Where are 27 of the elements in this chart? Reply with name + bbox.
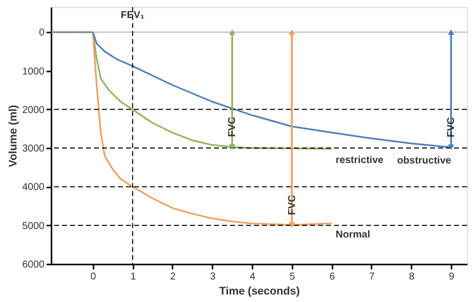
x-tick-label: 8 (408, 272, 415, 282)
y-tick-label: 1000 (22, 66, 45, 78)
x-tick-label: 1 (130, 272, 136, 282)
x-axis-title: Time (seconds) (219, 286, 300, 298)
x-tick-label: 3 (210, 272, 216, 282)
y-tick-label: 6000 (22, 260, 45, 270)
y-tick-label: 0 (38, 28, 45, 39)
series-label: restrictive (336, 154, 384, 166)
annotation: FVC (446, 117, 458, 138)
annotation: FVC (286, 194, 298, 215)
x-tick-label: 9 (448, 272, 455, 282)
x-tick-label: 4 (250, 272, 256, 282)
line-series (92, 31, 332, 228)
y-tick-label: 2000 (22, 104, 45, 116)
series-label: obstructive (397, 155, 452, 166)
annotation: FVC (227, 116, 238, 137)
ref-line-label: FEV₁ (120, 10, 144, 21)
x-tick-label: 7 (369, 272, 376, 282)
y-tick-label: 5000 (22, 220, 45, 232)
y-tick-label: 3000 (22, 144, 45, 155)
x-tick-label: 2 (170, 272, 176, 282)
x-tick-label: 5 (290, 272, 296, 282)
x-tick-label: 0 (90, 272, 97, 282)
y-axis-title: Volume (ml) (7, 104, 20, 168)
series-label: Normal (336, 229, 370, 240)
x-tick-label: 6 (329, 272, 336, 282)
y-tick-label: 4000 (22, 182, 45, 194)
